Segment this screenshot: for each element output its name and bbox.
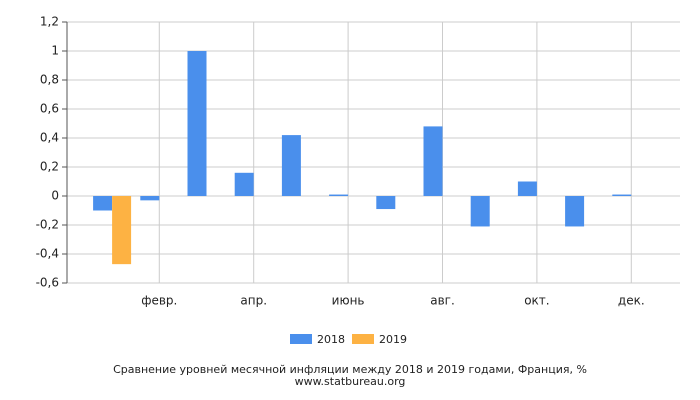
y-tick-label: -0,2 xyxy=(36,218,59,232)
bar xyxy=(470,196,490,227)
y-tick-label: 0 xyxy=(51,189,59,203)
y-tick-label: 0,8 xyxy=(40,73,59,87)
y-tick-label: 1,2 xyxy=(40,15,59,29)
bar xyxy=(112,196,132,265)
bar xyxy=(423,126,443,196)
legend-label: 2019 xyxy=(379,333,407,346)
x-tick-label: окт. xyxy=(524,294,549,308)
bar xyxy=(612,194,632,196)
x-tick-label: февр. xyxy=(141,294,177,308)
bar xyxy=(329,194,349,196)
bar xyxy=(140,196,160,201)
legend-swatch xyxy=(352,334,374,344)
legend-label: 2018 xyxy=(317,333,345,346)
bar xyxy=(93,196,113,211)
y-tick-label: 0,4 xyxy=(40,131,59,145)
x-tick-label: апр. xyxy=(240,294,267,308)
bar xyxy=(565,196,585,227)
x-tick-label: дек. xyxy=(618,294,645,308)
bar xyxy=(187,51,207,196)
bar xyxy=(376,196,396,210)
source: www.statbureau.org xyxy=(295,375,406,388)
y-tick-label: -0,4 xyxy=(36,247,59,261)
x-tick-label: авг. xyxy=(430,294,455,308)
x-tick-label: июнь xyxy=(332,294,365,308)
y-tick-label: 0,6 xyxy=(40,102,59,116)
bar xyxy=(517,181,537,196)
bar xyxy=(234,172,254,196)
y-tick-label: 0,2 xyxy=(40,160,59,174)
y-tick-label: -0,6 xyxy=(36,276,59,290)
bar xyxy=(281,135,301,196)
legend-swatch xyxy=(290,334,312,344)
chart-title: Сравнение уровней месячной инфляции межд… xyxy=(113,363,587,376)
y-tick-label: 1 xyxy=(51,44,59,58)
